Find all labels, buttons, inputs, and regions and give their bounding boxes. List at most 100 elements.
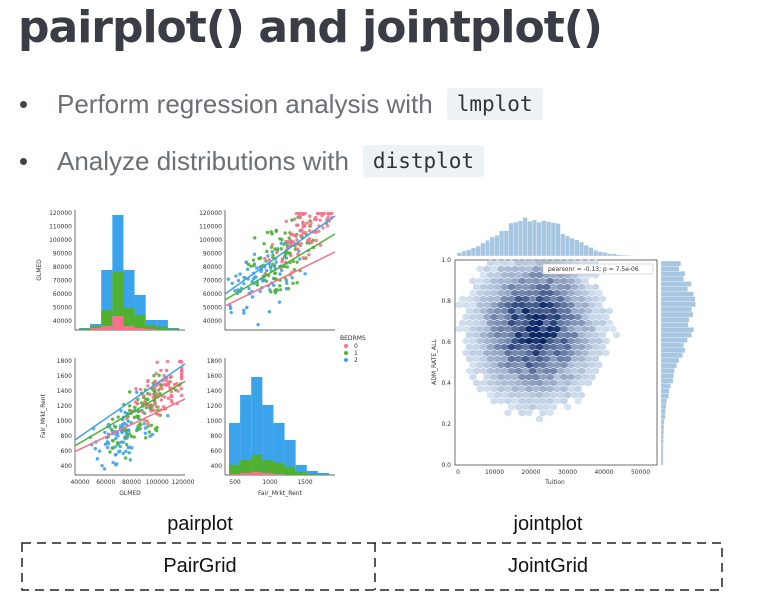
hexbin <box>490 373 498 381</box>
hexbin <box>497 277 505 285</box>
legend-swatch <box>344 344 348 348</box>
hexbin <box>539 349 547 357</box>
scatter-point <box>169 398 174 403</box>
scatter-point <box>133 405 137 410</box>
hexbin <box>525 337 533 345</box>
regression-line <box>224 215 336 295</box>
scatter-point <box>144 436 148 440</box>
hist-bar <box>240 473 252 475</box>
hexbin <box>606 307 613 315</box>
hexbin <box>543 307 550 315</box>
hexbin <box>483 337 491 345</box>
hexbin <box>466 343 473 351</box>
hexbin <box>483 265 491 273</box>
hexbin <box>574 349 582 357</box>
scatter-point <box>298 216 302 220</box>
hexbin <box>508 307 515 315</box>
hexbin <box>504 325 512 333</box>
scatter-point <box>176 389 180 393</box>
hexbin <box>508 259 515 267</box>
hexbin <box>550 319 557 327</box>
marginal-bar <box>660 327 694 333</box>
hexbin <box>557 331 564 339</box>
scatter-point <box>132 415 137 420</box>
hexbin <box>571 367 578 375</box>
scatter-point <box>128 458 133 462</box>
marginal-bar <box>564 235 570 257</box>
hexbin <box>560 373 568 381</box>
hexbin <box>515 307 522 315</box>
scatter-point <box>157 373 161 378</box>
hexbin <box>480 331 487 339</box>
hexbin <box>578 367 585 375</box>
marginal-bar <box>527 221 533 257</box>
hexbin <box>525 373 533 381</box>
scatter-point <box>317 229 321 233</box>
hexbin <box>557 295 564 303</box>
hexbin <box>585 283 592 291</box>
hexbin <box>490 397 498 405</box>
hexbin <box>564 391 571 399</box>
hexbin <box>532 349 540 357</box>
marginal-bar <box>660 352 683 359</box>
marginal-bar <box>660 439 664 445</box>
hexbin <box>518 313 526 321</box>
legend-item: 0 <box>354 343 358 350</box>
hexbin <box>599 331 606 339</box>
hexbin <box>508 403 515 411</box>
hexbin <box>581 301 589 309</box>
hexbin <box>473 319 480 327</box>
scatter-point <box>271 253 275 257</box>
hexbin <box>553 397 561 405</box>
scatter-point <box>164 368 169 373</box>
hexbin <box>501 331 508 339</box>
hexbin <box>595 361 603 369</box>
scatter-point <box>295 247 300 251</box>
scatter-point <box>162 382 167 387</box>
hexbin <box>469 361 477 369</box>
scatter-point <box>143 426 148 430</box>
hexbin <box>578 379 585 387</box>
x-tick-label: 60000 <box>96 479 115 486</box>
hist-bar <box>251 455 263 475</box>
hexbin <box>501 391 508 399</box>
hexbin <box>494 295 501 303</box>
hexbin <box>508 331 515 339</box>
axis-label: GLMED <box>36 259 43 281</box>
y-tick-label: 120000 <box>199 210 222 217</box>
scatter-point <box>302 223 306 228</box>
scatter-point <box>270 243 275 247</box>
scatter-point <box>282 255 287 259</box>
hexbin <box>508 367 515 375</box>
scatter-point <box>127 404 132 408</box>
hexbin <box>543 331 550 339</box>
y-tick-label: 1600 <box>207 373 222 380</box>
hexbin <box>508 343 515 351</box>
hexbin <box>571 319 578 327</box>
hexbin <box>490 313 498 321</box>
hexbin <box>588 337 596 345</box>
axis-label: ADM_RATE_ALL <box>431 338 438 384</box>
marginal-bar <box>660 367 675 374</box>
hexbin <box>487 259 494 267</box>
marginal-bar <box>660 276 684 282</box>
scatter-point <box>330 211 334 216</box>
hexbin <box>518 277 526 285</box>
scatter-point <box>278 288 283 292</box>
scatter-point <box>295 238 299 242</box>
marginal-bar <box>485 240 491 257</box>
hexbin <box>490 349 498 357</box>
hexbin <box>504 409 512 417</box>
hexbin <box>567 373 575 381</box>
scatter-point <box>234 274 238 278</box>
hexbin <box>490 325 498 333</box>
hexbin <box>522 391 529 399</box>
hexbin <box>525 277 533 285</box>
hexbin <box>585 319 592 327</box>
hexbin <box>515 355 522 363</box>
hexbin <box>567 337 575 345</box>
hexbin <box>595 325 603 333</box>
y-tick-label: 400 <box>61 463 73 470</box>
hexbin <box>595 337 603 345</box>
scatter-point <box>250 295 255 299</box>
